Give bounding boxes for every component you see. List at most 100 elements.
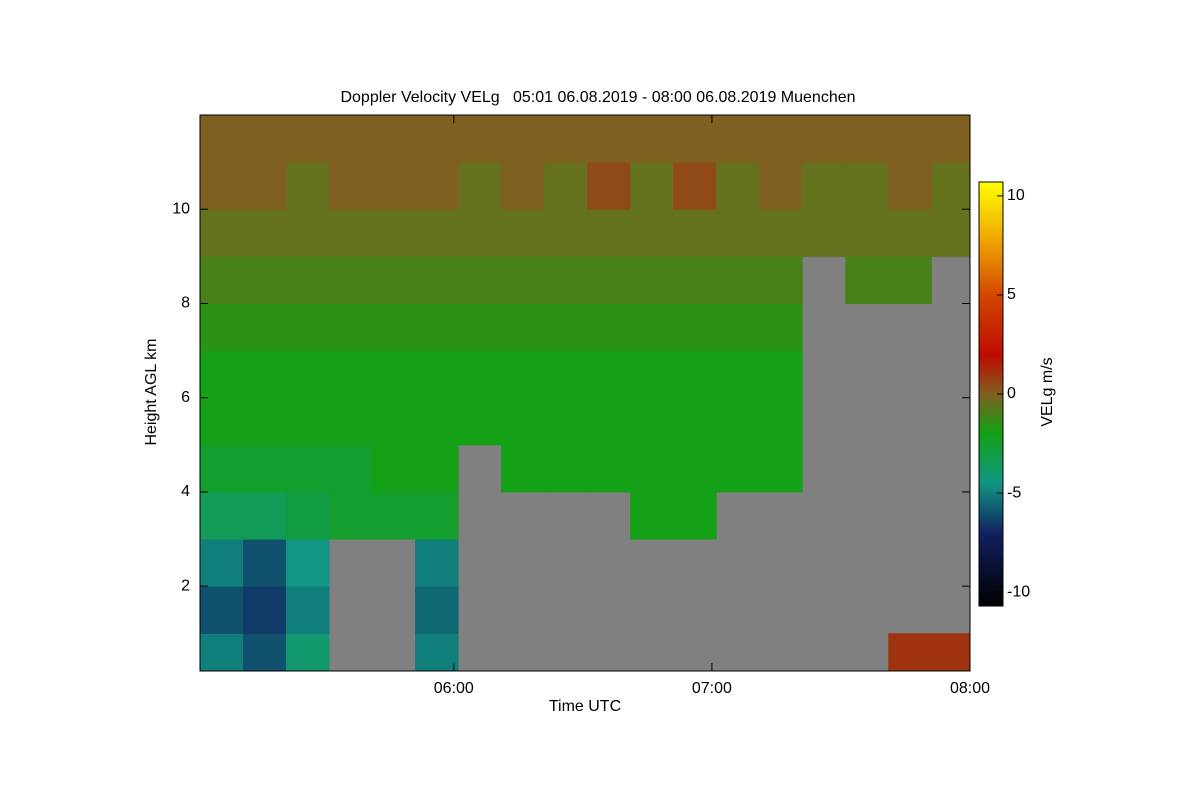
colorbar-strip	[979, 270, 1003, 273]
heatmap-cell	[415, 444, 459, 493]
colorbar-strip	[979, 456, 1003, 459]
y-tick-label: 2	[181, 577, 190, 594]
y-tick-label: 6	[181, 389, 190, 406]
heatmap-cell	[372, 444, 416, 493]
heatmap-cell	[673, 444, 717, 493]
heatmap-cell	[716, 256, 760, 304]
colorbar-strip	[979, 314, 1003, 317]
colorbar-tick-label: -10	[1007, 583, 1030, 600]
colorbar-strip	[979, 488, 1003, 491]
colorbar-strip	[979, 390, 1003, 393]
heatmap-cell	[243, 162, 287, 210]
colorbar-strip	[979, 492, 1003, 495]
heatmap-cell	[716, 162, 760, 210]
colorbar-strip	[979, 552, 1003, 555]
heatmap-cell	[759, 115, 803, 163]
heatmap-cell	[372, 256, 416, 304]
heatmap-cell	[587, 256, 631, 304]
colorbar-strip	[979, 562, 1003, 565]
colorbar-strip	[979, 506, 1003, 509]
heatmap-cell	[544, 397, 588, 446]
colorbar-strip	[979, 604, 1003, 607]
colorbar-strip	[979, 246, 1003, 249]
heatmap-cell	[372, 350, 416, 399]
heatmap-cell	[458, 303, 502, 352]
heatmap-cell	[415, 586, 459, 634]
heatmap-cell	[587, 209, 631, 257]
heatmap-cell	[329, 209, 373, 257]
colorbar-strip	[979, 516, 1003, 519]
colorbar-strip	[979, 582, 1003, 585]
heatmap-cell	[286, 256, 330, 304]
colorbar-strip	[979, 206, 1003, 209]
colorbar-strip	[979, 550, 1003, 553]
heatmap-cell	[587, 303, 631, 352]
colorbar-strip	[979, 482, 1003, 485]
colorbar-strip	[979, 202, 1003, 205]
heatmap-cell	[544, 162, 588, 210]
colorbar-strip	[979, 212, 1003, 215]
colorbar-strip	[979, 182, 1003, 185]
colorbar-strip	[979, 320, 1003, 323]
colorbar-strip	[979, 442, 1003, 445]
colorbar-strip	[979, 340, 1003, 343]
heatmap-cell	[372, 397, 416, 446]
heatmap-cell	[759, 209, 803, 257]
heatmap-cell	[931, 115, 971, 163]
colorbar-strip	[979, 568, 1003, 571]
colorbar-strip	[979, 538, 1003, 541]
colorbar-strip	[979, 378, 1003, 381]
colorbar-strip	[979, 510, 1003, 513]
heatmap-cell	[458, 350, 502, 399]
colorbar-strip	[979, 226, 1003, 229]
colorbar-strip	[979, 264, 1003, 267]
colorbar-strip	[979, 188, 1003, 191]
colorbar-strip	[979, 496, 1003, 499]
colorbar-strip	[979, 244, 1003, 247]
colorbar-strip	[979, 432, 1003, 435]
heatmap-cell	[630, 115, 674, 163]
colorbar-strip	[979, 386, 1003, 389]
colorbar-strip	[979, 530, 1003, 533]
colorbar-strip	[979, 200, 1003, 203]
colorbar-strip	[979, 558, 1003, 561]
colorbar-strip	[979, 362, 1003, 365]
colorbar-strip	[979, 504, 1003, 507]
colorbar-strip	[979, 218, 1003, 221]
colorbar-strip	[979, 528, 1003, 531]
heatmap-cell	[329, 444, 373, 493]
colorbar-strip	[979, 208, 1003, 211]
heatmap-cell	[200, 162, 244, 210]
colorbar-strip	[979, 564, 1003, 567]
colorbar-strip	[979, 294, 1003, 297]
colorbar-strip	[979, 186, 1003, 189]
colorbar-strip	[979, 466, 1003, 469]
colorbar-strip	[979, 452, 1003, 455]
colorbar-strip	[979, 232, 1003, 235]
heatmap-cell	[759, 397, 803, 446]
colorbar-strip	[979, 540, 1003, 543]
heatmap-cell	[501, 397, 545, 446]
colorbar-strip	[979, 410, 1003, 413]
colorbar-strip	[979, 336, 1003, 339]
heatmap-cell	[415, 397, 459, 446]
colorbar-strip	[979, 394, 1003, 397]
colorbar-strip	[979, 436, 1003, 439]
colorbar-strip	[979, 344, 1003, 347]
colorbar-strip	[979, 290, 1003, 293]
colorbar-strip	[979, 384, 1003, 387]
heatmap-cell	[630, 303, 674, 352]
heatmap-cell	[759, 303, 803, 352]
colorbar-strip	[979, 422, 1003, 425]
heatmap-cell	[888, 633, 932, 672]
heatmap-cell	[845, 115, 889, 163]
heatmap-cell	[200, 491, 244, 540]
heatmap-cell	[673, 491, 717, 540]
heatmap-cell	[243, 444, 287, 493]
heatmap-cell	[544, 209, 588, 257]
colorbar-strip	[979, 248, 1003, 251]
heatmap-cell	[286, 162, 330, 210]
colorbar-strip	[979, 328, 1003, 331]
heatmap-cell	[630, 256, 674, 304]
